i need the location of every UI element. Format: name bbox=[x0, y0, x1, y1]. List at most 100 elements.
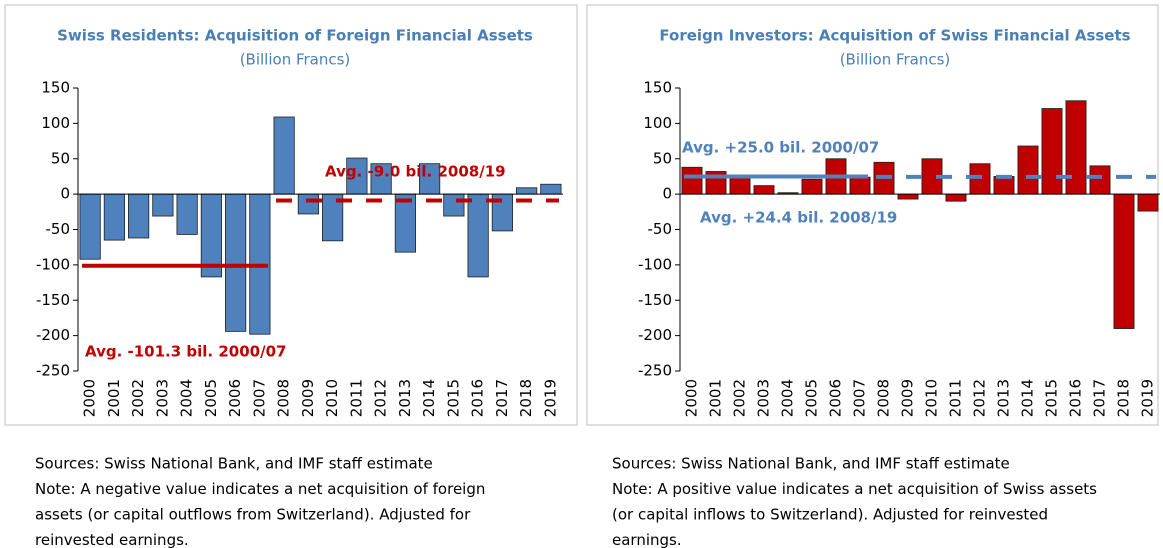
chart-title: Foreign Investors: Acquisition of Swiss … bbox=[659, 27, 1130, 45]
x-tick-label: 2018 bbox=[1115, 379, 1133, 417]
x-tick-label: 2001 bbox=[707, 379, 725, 417]
y-tick-label: -50 bbox=[648, 220, 673, 238]
note: Note: A negative value indicates a net a… bbox=[35, 480, 485, 498]
x-tick-label: 2008 bbox=[875, 379, 893, 417]
y-tick-label: 150 bbox=[643, 79, 672, 97]
x-tick-label: 2018 bbox=[517, 379, 535, 417]
y-tick-label: -250 bbox=[638, 362, 672, 380]
y-tick-label: -250 bbox=[36, 362, 70, 380]
y-tick-label: -150 bbox=[638, 291, 672, 309]
x-tick-label: 2016 bbox=[469, 379, 487, 417]
x-tick-label: 2005 bbox=[803, 379, 821, 417]
x-tick-label: 2009 bbox=[299, 379, 317, 417]
x-tick-label: 2006 bbox=[827, 379, 845, 417]
x-tick-label: 2010 bbox=[323, 379, 341, 417]
bar bbox=[152, 193, 174, 217]
panel-border bbox=[4, 4, 578, 426]
note: assets (or capital outflows from Switzer… bbox=[35, 506, 471, 524]
x-tick-label: 2012 bbox=[971, 379, 989, 417]
x-tick-label: 2012 bbox=[372, 379, 390, 417]
y-tick-label: 50 bbox=[51, 149, 70, 167]
x-tick-label: 2002 bbox=[129, 379, 147, 417]
bar bbox=[993, 176, 1015, 195]
bar bbox=[1017, 145, 1039, 195]
bar bbox=[273, 116, 295, 195]
x-tick-label: 2014 bbox=[1019, 379, 1037, 417]
x-tick-label: 2009 bbox=[899, 379, 917, 417]
y-tick-label: -100 bbox=[36, 255, 70, 273]
x-tick-label: 2003 bbox=[153, 379, 171, 417]
y-tick-label: -200 bbox=[638, 326, 672, 344]
bar bbox=[103, 193, 125, 241]
x-tick-label: 2000 bbox=[683, 379, 701, 417]
note: (or capital inflows to Switzerland). Adj… bbox=[612, 506, 1048, 524]
bar bbox=[753, 185, 775, 195]
x-tick-label: 2013 bbox=[396, 379, 414, 417]
x-tick-label: 2007 bbox=[250, 379, 268, 417]
x-tick-label: 2019 bbox=[1139, 379, 1157, 417]
bar bbox=[516, 187, 538, 195]
bar bbox=[681, 166, 703, 195]
bar bbox=[443, 193, 465, 217]
note: Sources: Swiss National Bank, and IMF st… bbox=[35, 455, 433, 473]
note: Note: A positive value indicates a net a… bbox=[612, 480, 1097, 498]
x-tick-label: 2017 bbox=[1091, 379, 1109, 417]
x-tick-label: 2008 bbox=[275, 379, 293, 417]
x-tick-label: 2011 bbox=[947, 379, 965, 417]
bar bbox=[297, 193, 319, 215]
bar bbox=[128, 193, 150, 239]
panel-border bbox=[586, 4, 1159, 426]
bar bbox=[801, 178, 823, 195]
x-tick-label: 2006 bbox=[226, 379, 244, 417]
x-tick-label: 2014 bbox=[420, 379, 438, 417]
y-tick-label: 0 bbox=[60, 185, 70, 203]
average-label: Avg. +25.0 bil. 2000/07 bbox=[682, 139, 879, 157]
x-tick-label: 2000 bbox=[81, 379, 99, 417]
y-tick-label: -100 bbox=[638, 255, 672, 273]
bar bbox=[1137, 193, 1159, 212]
x-tick-label: 2004 bbox=[779, 379, 797, 417]
chart-subtitle: (Billion Francs) bbox=[840, 51, 951, 69]
y-tick-label: -200 bbox=[36, 326, 70, 344]
x-tick-label: 2016 bbox=[1067, 379, 1085, 417]
bar bbox=[394, 193, 416, 253]
average-label: Avg. -9.0 bil. 2008/19 bbox=[325, 163, 506, 181]
note: earnings. bbox=[612, 531, 682, 548]
x-tick-label: 2011 bbox=[347, 379, 365, 417]
x-tick-label: 2005 bbox=[202, 379, 220, 417]
bar bbox=[969, 163, 991, 195]
x-tick-label: 2015 bbox=[444, 379, 462, 417]
chart-subtitle: (Billion Francs) bbox=[240, 51, 351, 69]
y-tick-label: 100 bbox=[643, 114, 672, 132]
y-tick-label: -150 bbox=[36, 291, 70, 309]
bar bbox=[945, 193, 967, 202]
note: Sources: Swiss National Bank, and IMF st… bbox=[612, 455, 1010, 473]
bar bbox=[849, 176, 871, 195]
bar bbox=[897, 193, 919, 200]
x-tick-label: 2001 bbox=[105, 379, 123, 417]
bar bbox=[1041, 108, 1063, 195]
x-tick-label: 2010 bbox=[923, 379, 941, 417]
note: reinvested earnings. bbox=[35, 531, 189, 548]
x-tick-label: 2019 bbox=[541, 379, 559, 417]
y-tick-label: -50 bbox=[46, 220, 71, 238]
chart-title: Swiss Residents: Acquisition of Foreign … bbox=[57, 27, 533, 45]
x-tick-label: 2003 bbox=[755, 379, 773, 417]
bar bbox=[1065, 100, 1087, 195]
bar bbox=[1089, 165, 1111, 195]
bar bbox=[1113, 193, 1135, 329]
y-tick-label: 150 bbox=[41, 79, 70, 97]
x-tick-label: 2013 bbox=[995, 379, 1013, 417]
y-tick-label: 50 bbox=[653, 149, 672, 167]
bar bbox=[79, 193, 101, 260]
x-tick-label: 2007 bbox=[851, 379, 869, 417]
average-label: Avg. +24.4 bil. 2008/19 bbox=[700, 209, 897, 227]
bar bbox=[467, 193, 489, 278]
x-tick-label: 2002 bbox=[731, 379, 749, 417]
bar bbox=[225, 193, 247, 332]
average-label: Avg. -101.3 bil. 2000/07 bbox=[85, 343, 286, 361]
x-tick-label: 2004 bbox=[178, 379, 196, 417]
y-tick-label: 100 bbox=[41, 114, 70, 132]
y-tick-label: 0 bbox=[662, 185, 672, 203]
